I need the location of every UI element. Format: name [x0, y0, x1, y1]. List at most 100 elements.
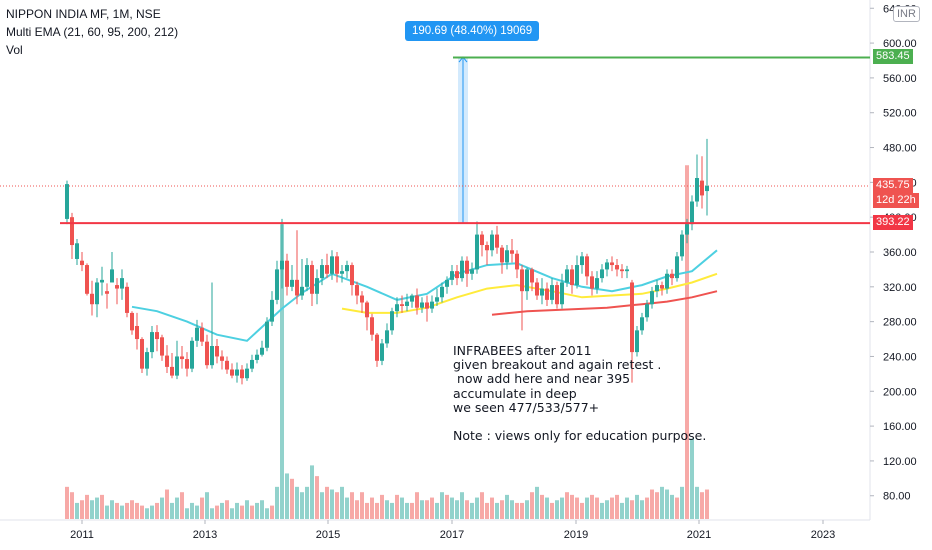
- volume-bar: [375, 502, 379, 519]
- volume-bar: [485, 502, 489, 519]
- volume-bar: [245, 500, 249, 519]
- candle-body: [80, 260, 84, 266]
- volume-bar: [655, 492, 659, 519]
- candle-body: [500, 247, 504, 263]
- candle-body: [690, 201, 694, 225]
- candle-body: [125, 286, 129, 313]
- volume-bar: [170, 502, 174, 519]
- volume-bar: [350, 492, 354, 519]
- ema-line-red: [491, 290, 718, 316]
- candle-body: [620, 269, 624, 272]
- volume-bar: [610, 497, 614, 519]
- legend-vol[interactable]: Vol: [6, 43, 23, 57]
- volume-bar: [335, 492, 339, 519]
- volume-bar: [390, 502, 394, 519]
- candle-body: [350, 265, 354, 286]
- volume-bar: [330, 489, 334, 519]
- candle-body: [465, 260, 469, 274]
- volume-bar: [560, 497, 564, 519]
- volume-bar: [235, 502, 239, 519]
- candle-body: [225, 360, 229, 370]
- candle-body: [180, 356, 184, 360]
- volume-bar: [75, 502, 79, 519]
- candle-body: [470, 269, 474, 274]
- candle-body: [320, 265, 324, 279]
- volume-bar: [700, 492, 704, 519]
- x-tick-label: 2021: [687, 529, 711, 541]
- volume-bar: [635, 494, 639, 519]
- volume-bar: [105, 505, 109, 519]
- measure-label: 190.69 (48.40%) 19069: [405, 21, 540, 41]
- volume-bar: [415, 492, 419, 519]
- volume-bar: [495, 502, 499, 519]
- candle-body: [700, 180, 704, 196]
- volume-bar: [110, 500, 114, 519]
- candle-body: [200, 327, 204, 342]
- candle-body: [610, 262, 614, 266]
- volume-bar: [570, 494, 574, 519]
- candle-body: [235, 369, 239, 376]
- volume-bar: [580, 502, 584, 519]
- candle-body: [375, 334, 379, 361]
- candle-body: [100, 279, 104, 283]
- volume-bar: [545, 497, 549, 519]
- legend-ema[interactable]: Multi EMA (21, 60, 95, 200, 212): [6, 25, 179, 39]
- volume-bar: [530, 492, 534, 519]
- volume-bar: [345, 497, 349, 519]
- volume-bar: [325, 486, 329, 519]
- volume-bar: [240, 505, 244, 519]
- volume-bar: [535, 486, 539, 519]
- volume-bar: [230, 508, 234, 519]
- candle-body: [560, 282, 564, 305]
- candle-body: [260, 347, 264, 355]
- candle-body: [75, 243, 79, 259]
- note-line: now add here and near 395: [453, 371, 631, 387]
- candle-body: [120, 278, 124, 289]
- y-tick-label: 200.00: [883, 386, 917, 398]
- candle-body: [390, 311, 394, 331]
- candle-body: [630, 282, 634, 353]
- volume-bar: [665, 489, 669, 519]
- candle-body: [625, 269, 629, 272]
- volume-bar: [405, 502, 409, 519]
- x-tick-label: 2017: [440, 529, 464, 541]
- y-tick-label: 320.00: [883, 282, 917, 294]
- candle-body: [275, 269, 279, 300]
- volume-bar: [130, 500, 134, 519]
- candle-body: [150, 332, 154, 353]
- volume-bar: [190, 502, 194, 519]
- candle-body: [160, 337, 164, 356]
- candle-body: [670, 273, 674, 279]
- candle-body: [190, 340, 194, 369]
- currency-badge[interactable]: INR: [893, 6, 920, 22]
- candle-body: [85, 265, 89, 294]
- volume-bar: [205, 492, 209, 519]
- volume-bar: [260, 500, 264, 519]
- candle-body: [545, 288, 549, 300]
- candle-body: [385, 330, 389, 344]
- candle-body: [155, 332, 159, 340]
- volume-bar: [265, 508, 269, 519]
- volume-bar: [460, 492, 464, 519]
- volume-bar: [440, 492, 444, 519]
- volume-bar: [615, 494, 619, 519]
- volume-bar: [195, 505, 199, 519]
- candle-body: [655, 285, 659, 292]
- candle-body: [355, 285, 359, 296]
- volume-bar: [300, 492, 304, 519]
- analysis-note: INFRABEES after 2011 given breakout and a…: [453, 343, 706, 443]
- volume-bar: [115, 502, 119, 519]
- candle-body: [140, 339, 144, 369]
- legend-title: NIPPON INDIA MF, 1M, NSE: [6, 7, 161, 21]
- volume-bar: [95, 497, 99, 519]
- support-price-label: 393.22: [873, 215, 913, 231]
- volume-bar: [120, 505, 124, 519]
- candle-body: [590, 276, 594, 289]
- volume-bar: [605, 500, 609, 519]
- candle-body: [665, 273, 669, 289]
- candle-body: [395, 304, 399, 312]
- candle-body: [115, 285, 119, 289]
- volume-bar: [315, 476, 319, 519]
- candle-body: [605, 262, 609, 270]
